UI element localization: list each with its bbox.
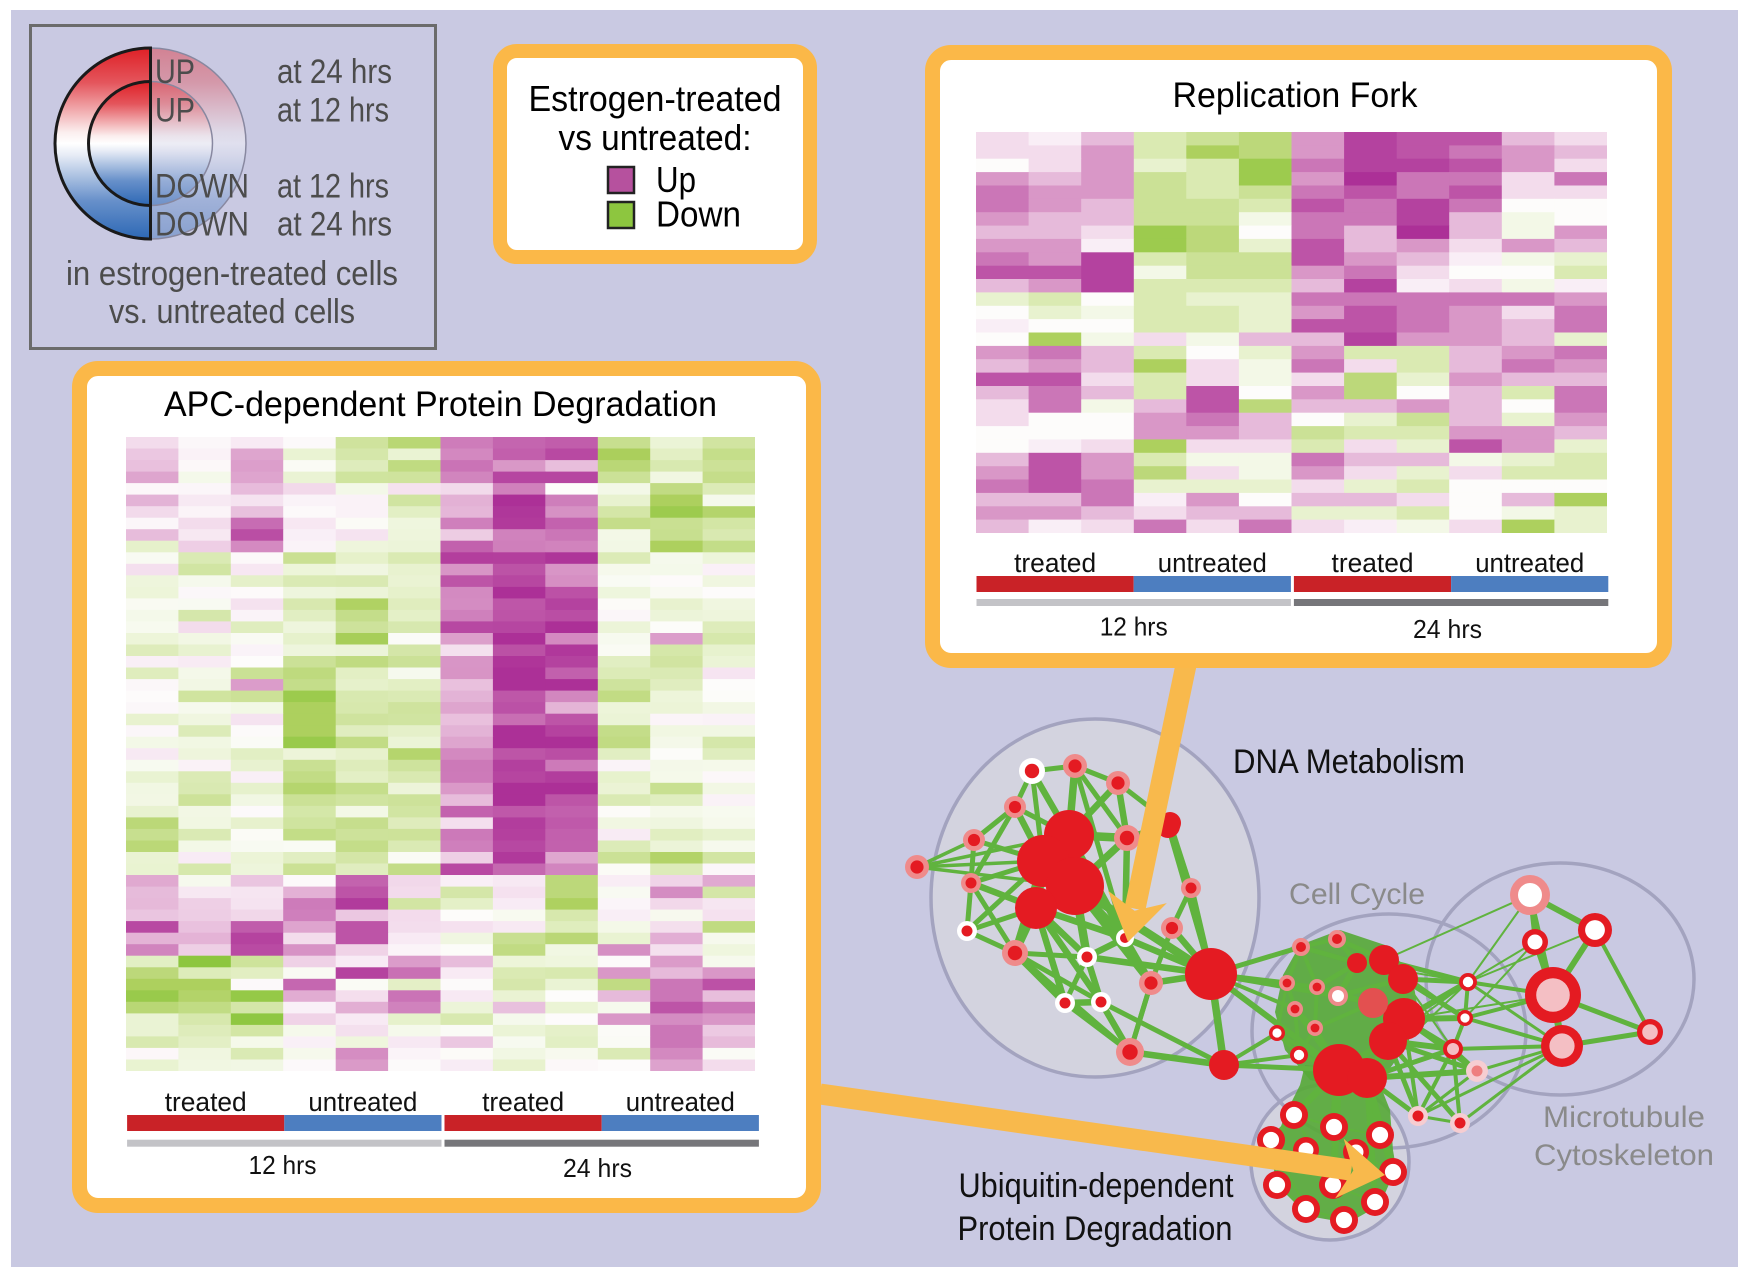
svg-text:Replication Fork: Replication Fork: [1173, 76, 1418, 115]
svg-text:12 hrs: 12 hrs: [1100, 611, 1168, 641]
svg-text:Cytoskeleton: Cytoskeleton: [1534, 1139, 1714, 1172]
svg-text:in estrogen-treated cells: in estrogen-treated cells: [66, 255, 398, 293]
svg-text:at 12 hrs: at 12 hrs: [277, 168, 389, 206]
svg-text:vs. untreated cells: vs. untreated cells: [109, 293, 355, 331]
svg-text:Ubiquitin-dependent: Ubiquitin-dependent: [959, 1167, 1234, 1205]
svg-text:at 24 hrs: at 24 hrs: [277, 206, 392, 244]
svg-text:Microtubule: Microtubule: [1543, 1101, 1705, 1134]
svg-text:DNA Metabolism: DNA Metabolism: [1233, 743, 1465, 781]
svg-text:24 hrs: 24 hrs: [563, 1153, 632, 1183]
svg-text:treated: treated: [1014, 548, 1096, 578]
svg-text:DOWN: DOWN: [155, 206, 249, 244]
svg-text:untreated: untreated: [1475, 548, 1584, 578]
svg-text:12 hrs: 12 hrs: [249, 1150, 317, 1180]
svg-text:treated: treated: [482, 1087, 564, 1117]
svg-text:Estrogen-treated: Estrogen-treated: [529, 78, 782, 119]
svg-text:treated: treated: [165, 1087, 247, 1117]
svg-text:Protein Degradation: Protein Degradation: [958, 1210, 1233, 1248]
svg-text:at 12 hrs: at 12 hrs: [277, 92, 389, 130]
svg-text:at 24 hrs: at 24 hrs: [277, 53, 392, 91]
svg-text:treated: treated: [1332, 548, 1414, 578]
svg-text:Up: Up: [656, 159, 696, 200]
svg-text:vs untreated:: vs untreated:: [559, 117, 752, 158]
svg-text:untreated: untreated: [626, 1087, 735, 1117]
svg-text:DOWN: DOWN: [155, 168, 249, 206]
svg-text:APC-dependent Protein Degradat: APC-dependent Protein Degradation: [164, 385, 717, 424]
svg-text:UP: UP: [155, 92, 195, 130]
svg-text:24 hrs: 24 hrs: [1413, 614, 1482, 644]
svg-text:UP: UP: [155, 53, 195, 91]
svg-text:Down: Down: [656, 194, 741, 235]
svg-text:untreated: untreated: [308, 1087, 417, 1117]
svg-text:untreated: untreated: [1158, 548, 1267, 578]
svg-text:Cell Cycle: Cell Cycle: [1289, 878, 1425, 911]
